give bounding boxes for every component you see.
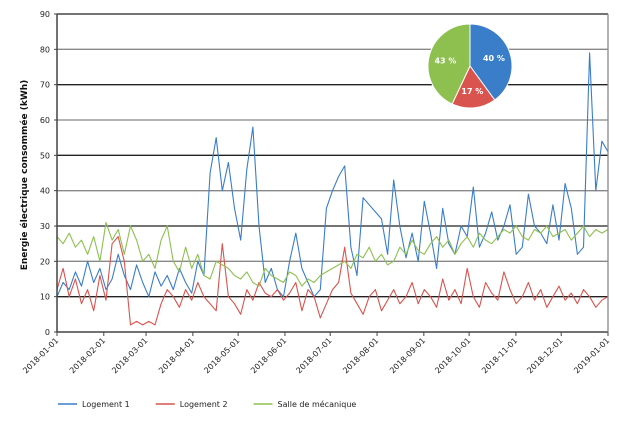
x-tick-label: 2018-06-01 [249, 336, 288, 375]
legend: Logement 1 Logement 2 Salle de mécanique [58, 399, 356, 409]
x-tick-label: 2018-10-01 [433, 336, 472, 375]
y-tick-label: 40 [40, 187, 50, 196]
grid-lines [57, 13, 608, 298]
x-axis-ticks: 2018-01-01 2018-02-01 2018-03-01 2018-04-01… [21, 332, 611, 375]
x-tick-label: 2018-09-01 [388, 336, 427, 375]
y-tick-label: 70 [40, 81, 50, 90]
y-tick-label: 50 [40, 151, 50, 160]
y-axis-ticks: 0 10 20 30 40 50 60 70 80 90 [40, 10, 57, 337]
x-tick-label: 2018-02-01 [68, 336, 107, 375]
x-tick-label: 2018-08-01 [341, 336, 380, 375]
x-tick-label: 2018-07-01 [294, 336, 333, 375]
legend-label: Logement 1 [82, 400, 130, 409]
legend-label: Salle de mécanique [278, 399, 357, 409]
series-line-logement-2 [56, 236, 609, 326]
pie-slice-logement-2 [451, 65, 496, 109]
x-tick-label: 2019-01-01 [572, 336, 611, 375]
y-axis-label: Energie électrique consommée (kWh) [19, 80, 30, 271]
x-tick-label: 2018-04-01 [157, 336, 196, 375]
series-line-logement-1 [56, 52, 609, 298]
x-tick-label: 2018-11-01 [480, 336, 519, 375]
y-tick-label: 60 [40, 116, 50, 125]
x-tick-label: 2018-01-01 [21, 336, 60, 375]
y-tick-label: 10 [40, 293, 50, 302]
y-tick-label: 30 [40, 222, 50, 231]
pie-slice-label: 43 % [434, 57, 456, 66]
series-line-salle-de-m-canique [56, 221, 609, 287]
axes [56, 14, 609, 333]
x-tick-label: 2018-12-01 [525, 336, 564, 375]
y-tick-label: 20 [40, 257, 50, 266]
x-tick-label: 2018-03-01 [110, 336, 149, 375]
pie-slice-label: 17 % [461, 87, 483, 96]
pie-slice-label: 40 % [483, 54, 505, 63]
y-tick-label: 80 [40, 45, 50, 54]
y-tick-label: 0 [45, 328, 50, 337]
inset-pie-chart: 40 % 17 % 43 % [427, 23, 513, 109]
series-lines [56, 52, 609, 326]
pie-slice-salle-de-m-canique [427, 23, 471, 105]
x-tick-label: 2018-05-01 [202, 336, 241, 375]
y-tick-label: 90 [40, 10, 50, 19]
pie-slice-logement-1 [469, 23, 513, 101]
legend-label: Logement 2 [180, 400, 228, 409]
